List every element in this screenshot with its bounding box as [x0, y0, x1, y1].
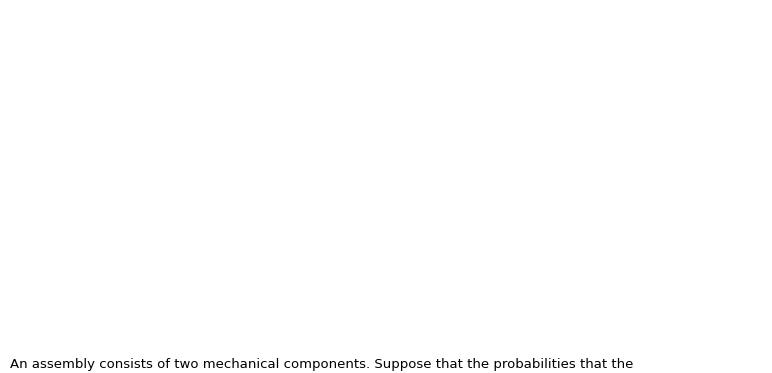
Text: An assembly consists of two mechanical components. Suppose that the probabilitie: An assembly consists of two mechanical c… — [10, 358, 633, 371]
